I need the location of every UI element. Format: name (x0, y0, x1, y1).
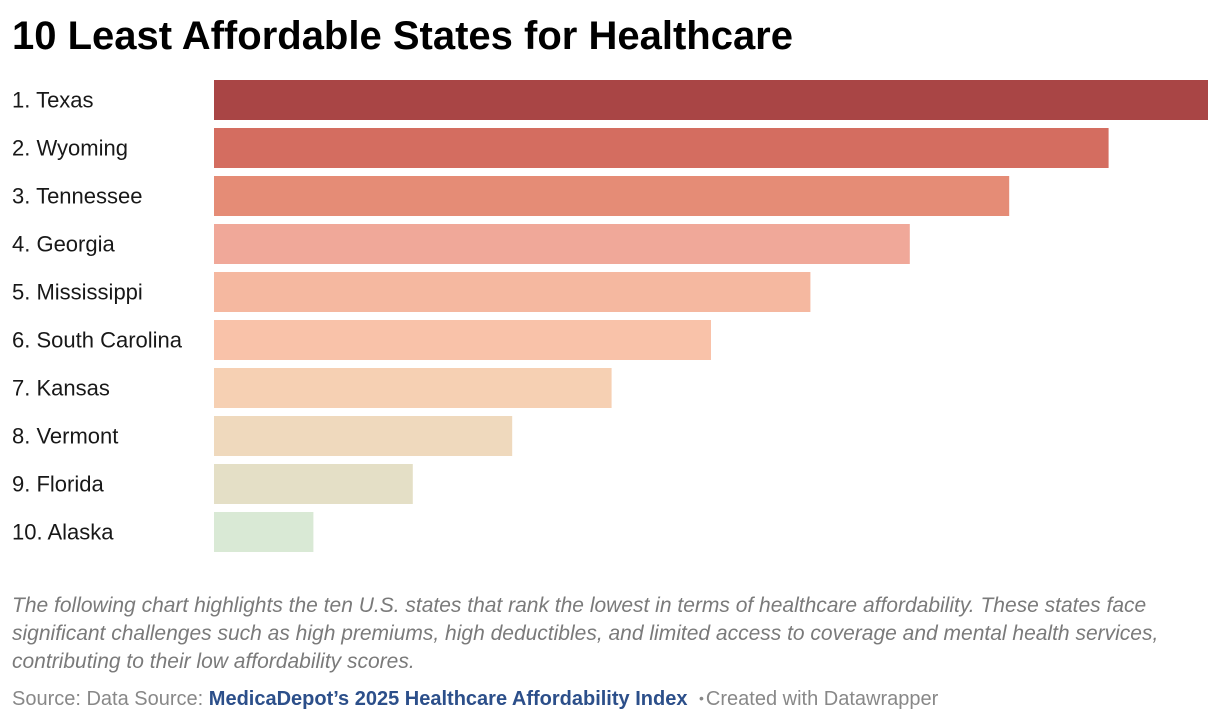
category-label: 7. Kansas (12, 376, 110, 401)
category-label: 4. Georgia (12, 232, 115, 257)
category-label: 1. Texas (12, 88, 94, 113)
chart-description: The following chart highlights the ten U… (12, 594, 1159, 673)
bar (214, 416, 513, 456)
bar (214, 320, 711, 360)
bar (214, 464, 413, 504)
bar (214, 176, 1010, 216)
datawrapper-credit: Created with Datawrapper (705, 688, 939, 710)
category-label: 8. Vermont (12, 424, 118, 449)
bar (214, 128, 1109, 168)
bar (214, 80, 1208, 120)
source-link[interactable]: MedicaDepot’s 2025 Healthcare Affordabil… (208, 688, 688, 710)
category-label: 6. South Carolina (12, 328, 183, 353)
bar (214, 224, 910, 264)
footer: Source: Data Source: MedicaDepot’s 2025 … (12, 684, 938, 713)
category-label: 5. Mississippi (12, 280, 143, 305)
category-label: 2. Wyoming (12, 136, 128, 161)
bar-chart: 1. Texas 2. Wyoming 3. Tennessee 4. Georgia… (12, 80, 1208, 552)
bar (214, 512, 314, 552)
bar (214, 272, 811, 312)
footer-separator: • (699, 690, 704, 706)
category-label: 10. Alaska (12, 520, 114, 545)
chart-title: 10 Least Affordable States for Healthcar… (12, 14, 793, 58)
bar (214, 368, 612, 408)
category-label: 3. Tennessee (12, 184, 142, 209)
source-prefix: Source: Data Source: (12, 688, 204, 710)
category-label: 9. Florida (12, 472, 104, 497)
